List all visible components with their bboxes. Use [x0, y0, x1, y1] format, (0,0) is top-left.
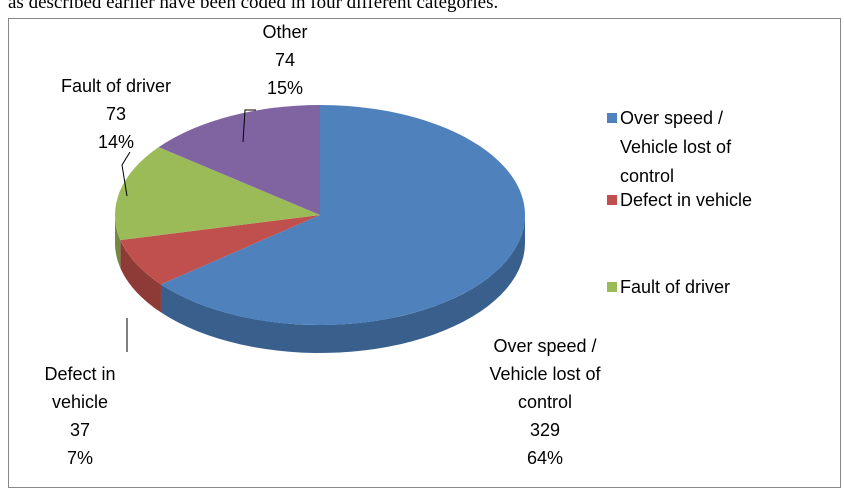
data-label-category: Defect in vehicle: [44, 364, 116, 412]
chart: [115, 105, 526, 353]
data-label: Over speed / Vehicle lost of control 329 6…: [455, 332, 635, 472]
legend-swatch: [607, 113, 617, 123]
slice: [120, 215, 320, 285]
data-label-value: 329: [529, 420, 561, 440]
document-text: as described earlier have been coded in …: [8, 0, 499, 13]
data-label-percent: 64%: [526, 448, 564, 468]
pie-layer: [115, 215, 525, 353]
slice: [158, 105, 320, 215]
legend-label: Over speed / Vehicle lost of control: [620, 108, 732, 186]
data-label-percent: 7%: [66, 448, 93, 468]
pie-layer: [115, 105, 526, 326]
legend-entry: Defect in vehicle: [607, 186, 830, 215]
data-label-category: Fault of driver: [60, 76, 172, 96]
data-label-value: 73: [105, 104, 127, 124]
slice-side: [160, 215, 525, 353]
data-label-value: 37: [69, 420, 91, 440]
legend-entry: Over speed / Vehicle lost of control: [607, 104, 830, 191]
slice: [160, 105, 526, 326]
legend-label: Fault of driver: [620, 277, 731, 297]
data-label-category: Other: [262, 22, 308, 42]
slice-side: [120, 240, 161, 313]
data-label: Defect in vehicle 37 7%: [0, 360, 160, 472]
legend-swatch: [607, 282, 617, 292]
legend-swatch: [607, 195, 617, 205]
data-label: Fault of driver 73 14%: [26, 72, 206, 156]
legend-label: Defect in vehicle: [620, 190, 753, 210]
slice-side: [115, 215, 121, 269]
data-label-category: Over speed / Vehicle lost of control: [489, 336, 601, 412]
data-label-percent: 15%: [266, 78, 304, 98]
pie: [115, 105, 526, 353]
data-label: Other 74 15%: [205, 18, 365, 102]
data-label-value: 74: [274, 50, 296, 70]
data-label-percent: 14%: [97, 132, 135, 152]
leader-line: [242, 109, 256, 143]
legend-entry: Fault of driver: [607, 273, 830, 302]
leader-line: [121, 151, 131, 197]
slice: [115, 147, 320, 241]
